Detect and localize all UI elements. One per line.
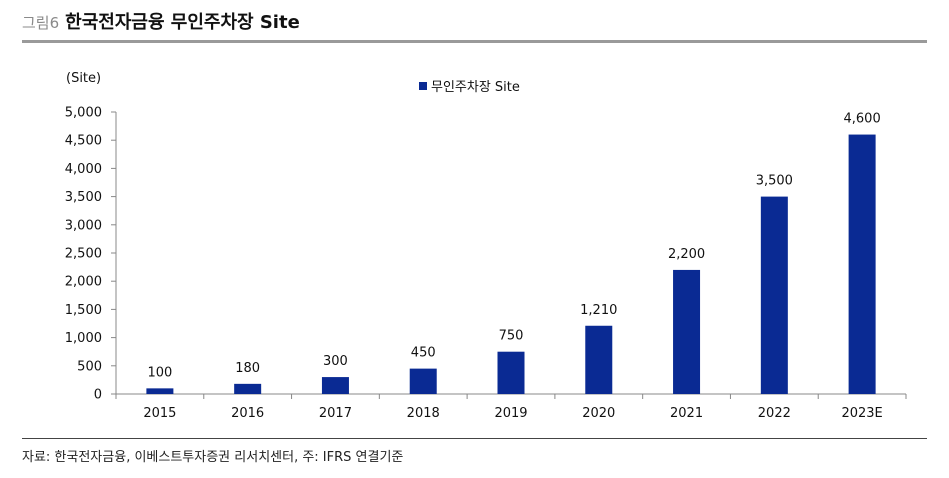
x-tick-label: 2023E [841,406,882,421]
bottom-divider [22,438,927,439]
y-tick-label: 4,500 [65,134,102,149]
y-tick-label: 1,000 [65,331,102,346]
bar-2023E [848,134,876,394]
x-tick-label: 2017 [319,406,352,421]
y-tick-label: 500 [77,359,102,374]
figure-title: 한국전자금융 무인주차장 Site [65,12,300,33]
bar-2016 [234,383,262,394]
source-note: 자료: 한국전자금융, 이베스트투자증권 리서치센터, 주: IFRS 연결기준 [22,450,404,465]
data-label-2016: 180 [235,361,260,376]
bar-2020 [585,325,613,394]
legend-swatch [419,82,427,90]
data-label-2015: 100 [147,365,172,380]
x-tick-label: 2021 [670,406,703,421]
y-tick-label: 2,500 [65,247,102,262]
bar-2018 [409,368,437,394]
y-unit-label: (Site) [66,71,101,86]
top-divider [22,40,927,43]
x-tick-label: 2019 [494,406,527,421]
y-tick-label: 5,000 [65,106,102,121]
x-tick-label: 2018 [407,406,440,421]
y-tick-label: 2,000 [65,275,102,290]
data-label-2018: 450 [411,346,436,361]
y-tick-label: 3,500 [65,190,102,205]
legend-label: 무인주차장 Site [431,80,520,95]
x-tick-label: 2015 [143,406,176,421]
bar-2015 [146,388,174,394]
bar-2021 [673,269,701,394]
data-label-2017: 300 [323,354,348,369]
data-label-2020: 1,210 [580,303,617,318]
bar-2022 [760,196,788,394]
figure-label: 그림6 [22,14,60,32]
data-label-2023E: 4,600 [844,112,881,127]
x-tick-label: 2016 [231,406,264,421]
y-tick-label: 0 [94,388,102,403]
y-tick-label: 3,000 [65,218,102,233]
figure-header: 그림6 한국전자금융 무인주차장 Site [22,8,300,38]
bar-2017 [321,377,349,394]
data-label-2021: 2,200 [668,247,705,262]
bar-2019 [497,351,525,394]
data-label-2019: 750 [499,329,524,344]
y-tick-label: 4,000 [65,162,102,177]
x-tick-label: 2022 [758,406,791,421]
y-tick-label: 1,500 [65,303,102,318]
x-tick-label: 2020 [582,406,615,421]
data-label-2022: 3,500 [756,174,793,189]
